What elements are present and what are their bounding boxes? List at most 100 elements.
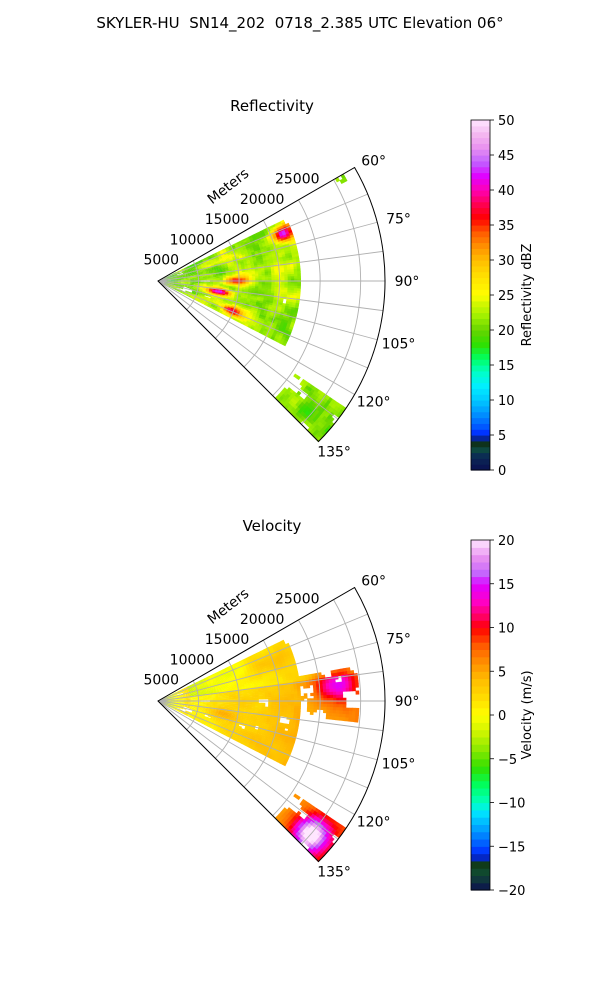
radar-cell [188, 269, 193, 272]
radar-cell [215, 301, 220, 304]
radar-cell [269, 331, 274, 335]
radar-cell [296, 290, 301, 294]
radar-cell [235, 256, 240, 259]
colorbar-tick-label: 10 [498, 394, 515, 409]
radar-cell [254, 232, 259, 236]
radar-cell [290, 264, 294, 268]
radar-cell [189, 286, 194, 288]
radar-cell [174, 278, 178, 280]
radar-cell [215, 258, 220, 262]
radar-cell [293, 295, 297, 299]
radar-cell [175, 270, 179, 273]
radar-cell [183, 283, 188, 285]
colorbar-segment [471, 405, 490, 413]
radar-cell [207, 295, 212, 298]
radar-cell [232, 276, 237, 279]
radar-cell [191, 293, 195, 296]
radar-cell [203, 298, 207, 301]
radar-cell [287, 290, 291, 293]
radar-cell [259, 312, 264, 316]
radar-cell [221, 265, 225, 268]
radar-cell [236, 248, 241, 251]
radar-cell [271, 283, 275, 286]
colorbar-segment [471, 230, 490, 238]
radar-cell [209, 279, 214, 281]
radar-cell [213, 297, 218, 300]
radar-cell [323, 701, 327, 705]
radar-cell [264, 286, 269, 289]
radar-cell [284, 289, 288, 293]
radar-cell [231, 314, 236, 317]
radar-cell [222, 300, 227, 304]
radar-cell [271, 274, 275, 278]
radar-cell [242, 286, 246, 289]
radar-cell [209, 260, 214, 263]
radar-cell [209, 276, 214, 278]
radar-cell [221, 304, 226, 307]
radar-cell [323, 695, 327, 699]
radar-cell [227, 253, 232, 256]
radar-cell [264, 318, 269, 322]
radar-cell [238, 304, 243, 307]
radar-cell [189, 270, 193, 273]
radar-cell [208, 290, 213, 292]
radar-cell [200, 265, 205, 268]
radar-cell [246, 320, 251, 324]
radar-cell [252, 245, 257, 249]
radar-cell [233, 310, 237, 313]
radar-cell [289, 259, 294, 263]
radar-cell [214, 293, 219, 296]
radar-cell [167, 283, 171, 284]
radar-cell [261, 697, 266, 700]
radar-cell [181, 291, 185, 294]
radar-cell [232, 284, 236, 287]
radar-cell [175, 289, 179, 292]
radar-cell [200, 282, 204, 284]
radar-cell [264, 232, 269, 236]
radar-cell [213, 279, 217, 281]
radar-cell [264, 239, 269, 243]
radar-cell [202, 300, 206, 304]
radar-cell [250, 309, 255, 313]
radar-cell [199, 289, 203, 292]
radar-cell [185, 290, 189, 293]
radar-cell [243, 248, 248, 252]
radar-cell [254, 268, 259, 272]
radar-cell [175, 289, 179, 292]
radar-cell [260, 229, 265, 234]
radar-cell [280, 289, 285, 293]
radar-cell [252, 237, 257, 241]
radar-cell [209, 259, 213, 262]
radar-cell [207, 304, 212, 307]
radar-cell [180, 284, 184, 287]
radar-cell [246, 238, 251, 242]
radar-cell [207, 297, 211, 300]
radar-cell [202, 300, 207, 303]
radar-cell [263, 230, 268, 234]
radar-cell [216, 283, 220, 285]
radar-cell [237, 307, 242, 310]
radar-cell [206, 261, 211, 264]
radar-cell [274, 289, 278, 292]
radar-cell [270, 336, 275, 341]
radar-cell [293, 271, 298, 275]
radar-cell [252, 277, 256, 280]
radar-cell [280, 267, 285, 271]
radar-cell [212, 258, 217, 262]
radar-cell [239, 239, 244, 243]
radar-cell [257, 325, 262, 330]
radar-cell [178, 290, 182, 293]
radar-cell [254, 272, 259, 275]
radar-cell [249, 311, 254, 315]
radar-cell [287, 292, 291, 296]
radar-cell [183, 274, 187, 276]
radar-cell [226, 259, 231, 262]
colorbar-segment [471, 370, 490, 378]
radar-cell [273, 293, 278, 296]
radar-cell [200, 277, 204, 279]
radar-cell [228, 254, 232, 257]
radar-cell [239, 312, 244, 316]
radar-cell [206, 287, 210, 290]
colorbar-segment [471, 254, 490, 261]
radar-cell [268, 225, 274, 230]
